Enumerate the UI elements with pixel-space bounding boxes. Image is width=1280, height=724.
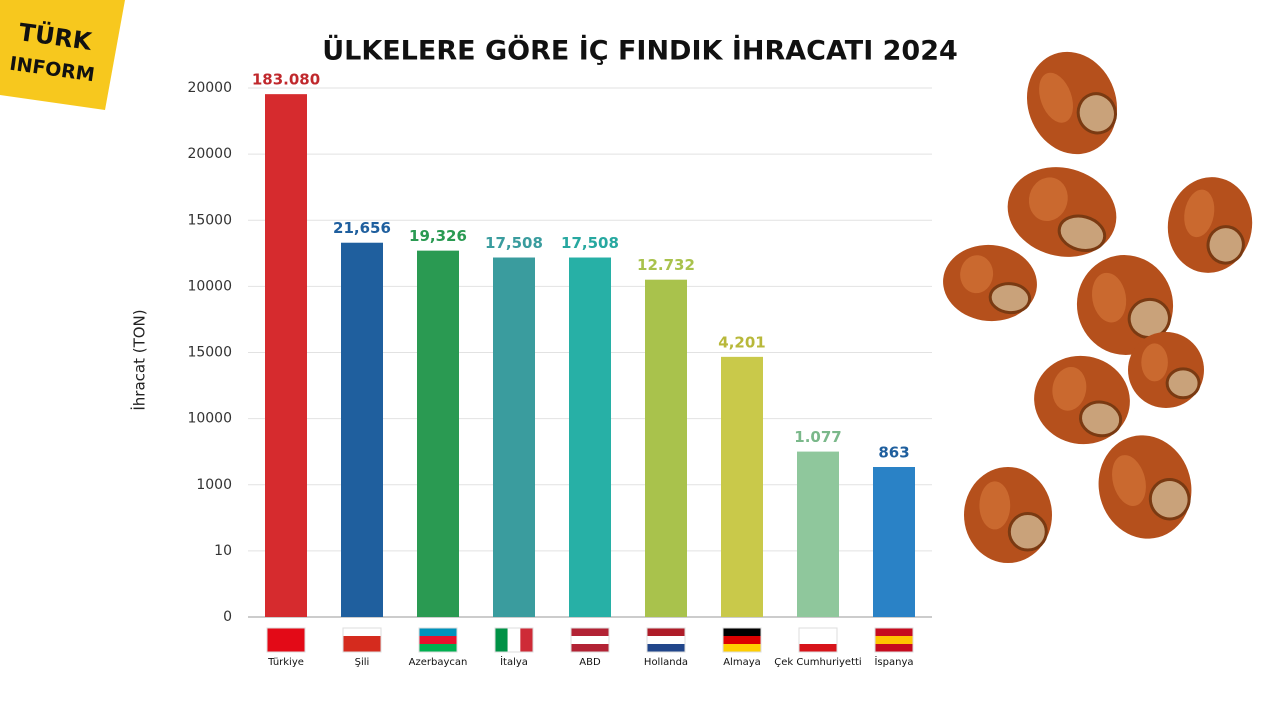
hazelnut-shine [1052,366,1087,411]
bar [493,257,535,617]
hazelnut-cap [1007,512,1048,552]
flag [647,644,685,652]
bar [645,279,687,617]
flag [419,644,457,652]
value-label: 12.732 [637,256,695,274]
hazelnut-cap [1148,477,1191,521]
bar [265,94,307,617]
flag [343,644,381,652]
hazelnut-cap [1076,92,1117,135]
flag [419,628,457,636]
x-tick-label: Şili [355,657,370,668]
flag [875,628,913,636]
flag [647,636,685,644]
value-label: 863 [878,444,909,462]
hazelnut-cap [1057,214,1107,253]
flag [343,628,381,636]
bar [797,451,839,617]
flag [875,644,913,652]
x-tick-label: İspanya [874,655,913,668]
hazelnut-cap [988,282,1032,315]
bar [417,250,459,617]
flag-border [798,627,838,653]
flag-border [494,627,534,653]
hazelnut-cap [1079,400,1123,438]
flag [723,636,761,644]
flag [571,644,609,652]
flag-border [722,627,762,653]
flag [799,636,837,644]
value-label: 17,508 [485,234,543,252]
flag-border [418,627,458,653]
flag [875,636,913,644]
value-label: 4,201 [718,333,765,351]
flag [267,636,305,644]
hazelnut-shine [1184,189,1215,238]
y-axis-title: İhracat (TON) [130,309,149,410]
flag-border [874,627,914,653]
flag [343,636,381,644]
hazelnuts [943,51,1253,563]
flag [267,628,305,636]
x-tick-label: Türkiye [267,657,304,668]
flag [799,644,837,652]
flag [799,628,837,636]
bar [873,467,915,617]
logo-bg [0,0,125,110]
flag [507,628,521,652]
y-tick-label: 15000 [187,345,232,361]
flag [571,636,609,644]
y-tick-label: 10000 [187,278,232,294]
flag [723,644,761,652]
hazelnut-cap [1165,367,1201,400]
hazelnut-shine [1028,177,1068,222]
y-tick-label: 10000 [187,411,232,427]
value-label: 183.080 [252,71,320,89]
y-tick-label: 0 [223,609,232,625]
flag [647,628,685,636]
bar [721,356,763,617]
flag [723,628,761,636]
value-label: 1.077 [794,428,841,446]
flag-border [342,627,382,653]
bar [569,257,611,617]
hazelnut-shine [1039,72,1074,123]
flag-border [266,627,306,653]
y-tick-label: 15000 [187,212,232,228]
flag [419,636,457,644]
y-tick-label: 20000 [187,80,232,96]
value-label: 19,326 [409,227,467,245]
x-tick-label: Almaya [723,657,761,668]
hazelnut-cap [1206,225,1245,265]
y-tick-label: 20000 [187,146,232,162]
hazelnut-shine [1091,272,1127,323]
x-tick-label: Azerbaycan [409,657,468,668]
x-tick-label: ABD [579,657,601,668]
value-label: 21,656 [333,219,391,237]
hazelnut-shine [1112,455,1146,506]
x-tick-label: İtalya [500,655,528,668]
flag-border [646,627,686,653]
y-tick-label: 10 [214,543,232,559]
hazelnut-shine [979,481,1011,530]
x-tick-label: Hollanda [644,657,688,668]
chart-title: ÜLKELERE GÖRE İÇ FINDIK İHRACATI 2024 [322,34,958,67]
flag [495,628,508,652]
hazelnut-shine [1141,343,1168,382]
y-tick-label: 1000 [196,477,232,493]
bar [341,242,383,617]
flag [571,628,609,636]
flag [267,644,305,652]
flag [520,628,534,652]
value-label: 17,508 [561,234,619,252]
hazelnut-shine [960,255,994,294]
flag-border [570,627,610,653]
x-tick-label: Çek Cumhuriyetti [774,657,861,668]
